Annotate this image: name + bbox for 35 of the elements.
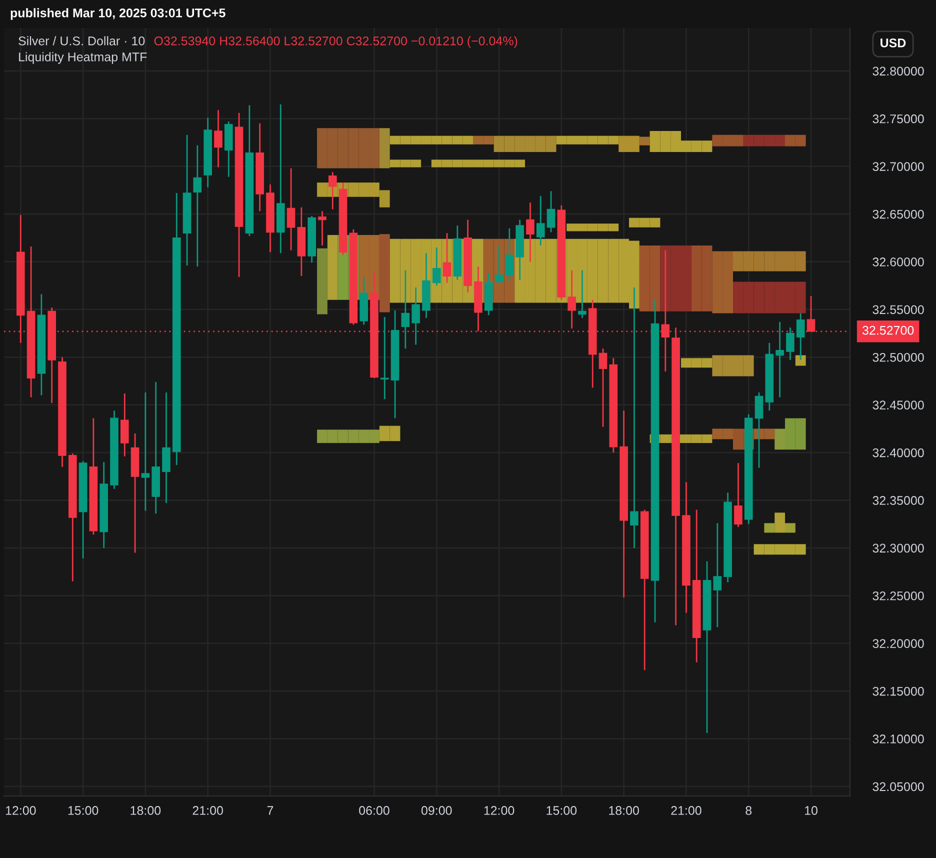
x-tick-label: 09:00 [421,806,452,815]
y-tick-label: 32.30000 [872,544,924,553]
x-tick-label: 15:00 [68,806,98,815]
y-tick-label: 32.05000 [872,782,924,792]
y-tick-label: 32.15000 [872,686,924,696]
y-tick-label: 32.65000 [872,210,924,219]
x-tick-label: 21:00 [671,806,702,815]
y-tick-label: 32.45000 [872,400,924,410]
y-tick-label: 32.55000 [872,305,924,314]
y-tick-label: 32.20000 [872,639,924,648]
x-tick-label: 21:00 [192,806,223,815]
x-tick-label: 7 [267,806,274,815]
y-tick-label: 32.70000 [872,162,924,171]
y-tick-label: 32.40000 [872,448,924,458]
y-tick-label: 32.25000 [872,591,924,600]
text: published Mar 10, 2025 03:01 UTC+5 [10,8,226,20]
x-tick-label: 10 [805,806,818,815]
x-tick-label: 18:00 [609,806,639,815]
annotation: Liquidity Heatmap MTF [19,52,147,64]
x-tick-label: 18:00 [130,806,161,815]
text: Silver / U.S. Dollar · 10 [18,36,145,46]
y-tick-label: 32.10000 [872,734,924,744]
y-tick-label: 32.50000 [872,352,924,362]
y-tick-label: 32.75000 [872,114,924,124]
y-tick-label: 32.60000 [872,258,924,266]
x-tick-label: 12:00 [484,806,514,815]
x-tick-label: 8 [746,806,752,815]
y-axis-title: USD [880,38,906,48]
y-tick-label: 32.80000 [872,66,924,76]
x-tick-label: 15:00 [546,806,577,815]
text: O32.53940 H32.56400 L32.52700 C32.52700 −0.01210 (−0.04%) [154,36,518,48]
x-tick-label: 06:00 [359,806,390,815]
ref-line-label: 32.52700 [862,326,914,335]
y-tick-label: 32.35000 [872,496,924,505]
x-tick-label: 12:00 [6,806,36,815]
